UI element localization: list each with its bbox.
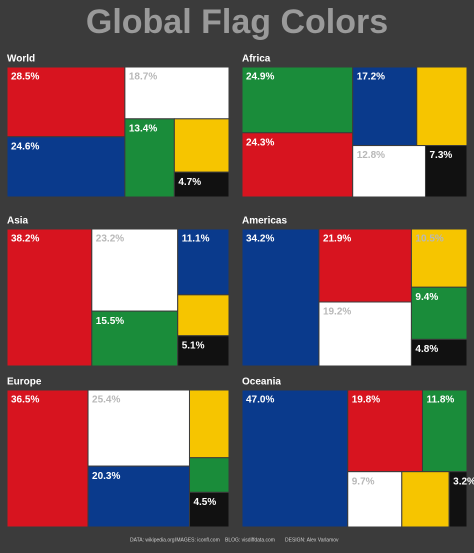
value-label: 11.8% [426,395,454,406]
value-label: 23.2% [96,234,124,245]
value-label: 21.9% [323,234,351,245]
value-label: 25.4% [92,395,120,406]
color-block [6,136,126,198]
value-label: 24.3% [246,137,274,148]
value-label: 4.5% [193,497,216,508]
value-label: 19.8% [352,395,380,406]
footer-credit: BLOG: visdiffdata.com [225,537,275,543]
panel-title: Asia [7,216,29,227]
value-label: 28.5% [11,72,39,83]
value-label: 36.5% [11,395,39,406]
value-label: 38.2% [11,234,39,245]
color-block [421,389,468,473]
color-block [173,171,230,198]
value-label: 20.3% [92,471,120,482]
color-block [318,301,412,367]
panel-title: Africa [242,54,271,65]
value-label: 5.1% [182,340,205,351]
color-block [87,465,190,528]
color-block [410,228,468,288]
color-block [6,66,126,138]
panel-title: World [7,54,35,65]
value-label: 47.0% [246,395,274,406]
color-block [173,118,230,173]
color-block [241,389,349,528]
value-label: 9.4% [415,292,438,303]
value-label: 13.4% [129,123,157,134]
value-label: 3.2% [453,476,474,487]
color-block [177,335,230,367]
color-block [241,132,354,198]
value-label: 7.3% [429,150,452,161]
value-label: 18.7% [129,72,157,83]
color-block [188,389,230,459]
panel-title: Europe [7,377,42,388]
value-label: 12.8% [357,150,385,161]
color-block [124,66,230,120]
footer-credit: DATA: wikipedia.org [130,537,175,543]
color-block [401,471,450,528]
value-label: 10.5% [415,234,443,245]
color-block [347,471,403,528]
color-block [241,228,320,367]
panel-title: Americas [242,216,287,227]
value-label: 4.7% [178,177,201,188]
color-block [177,294,230,337]
footer-credit: DESIGN: Alex Varlamov [285,537,339,543]
color-block [188,457,230,493]
color-block [91,310,179,367]
color-block [188,491,230,528]
color-block [416,66,468,147]
page-title: Global Flag Colors [86,3,388,41]
color-block [241,66,354,134]
value-label: 4.8% [415,344,438,355]
color-block [448,471,468,528]
value-label: 9.7% [352,476,375,487]
color-block [410,286,468,340]
color-block [410,338,468,367]
value-label: 34.2% [246,234,274,245]
color-block [347,389,423,473]
color-block [6,228,93,367]
value-label: 17.2% [357,72,385,83]
value-label: 15.5% [96,316,124,327]
panel-title: Oceania [242,377,281,388]
footer-credit: IMAGES: iconfl.com [175,537,220,543]
color-block [424,145,468,198]
value-label: 24.9% [246,72,274,83]
color-block [6,389,89,528]
color-block [352,145,426,198]
value-label: 24.6% [11,141,39,152]
color-block [352,66,418,147]
value-label: 11.1% [182,234,210,245]
color-block [87,389,190,467]
value-label: 19.2% [323,307,351,318]
